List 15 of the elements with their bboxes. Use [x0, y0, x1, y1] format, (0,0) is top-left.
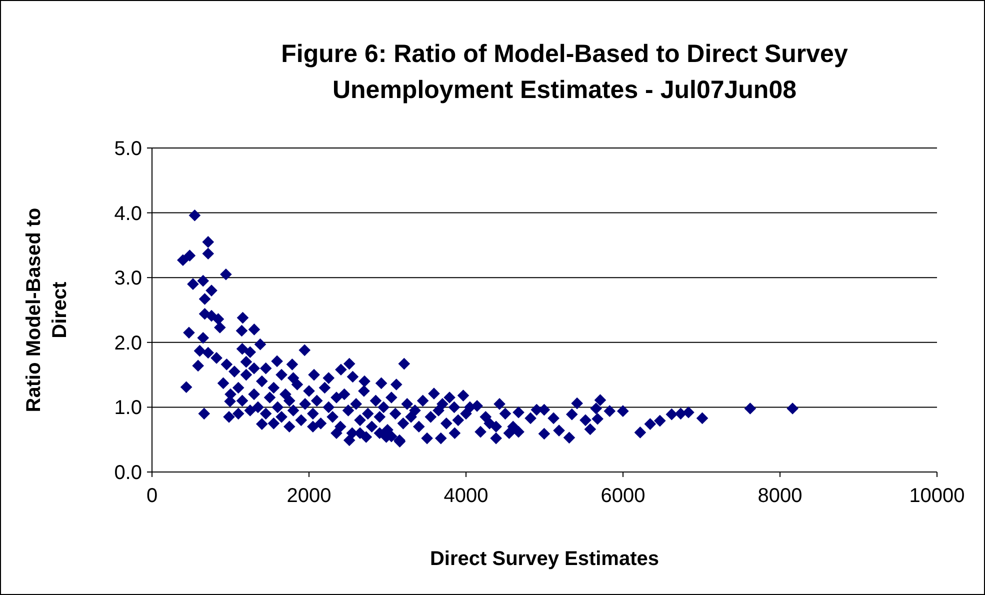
x-tick-label: 6000 [600, 485, 646, 507]
x-tick-label: 0 [146, 485, 158, 507]
y-axis-title: Ratio Model-Based to Direct [23, 208, 71, 412]
x-tick-label: 8000 [758, 485, 802, 507]
x-axis-title: Direct Survey Estimates [430, 548, 660, 570]
x-tick-label: 2000 [286, 485, 332, 507]
y-tick-label: 5.0 [114, 138, 142, 160]
x-tick-label: 4000 [444, 485, 488, 507]
y-tick-label: 3.0 [114, 268, 142, 290]
y-tick-label: 0.0 [114, 462, 142, 484]
x-tick-label: 10000 [909, 485, 965, 507]
y-tick-label: 2.0 [114, 332, 142, 354]
chart-title: Figure 6: Ratio of Model-Based to Direct Survey Unemployment Estimates - Jul07Jun08 [281, 40, 848, 104]
y-tick-label: 1.0 [114, 397, 142, 420]
y-tick-label: 4.0 [114, 202, 142, 225]
